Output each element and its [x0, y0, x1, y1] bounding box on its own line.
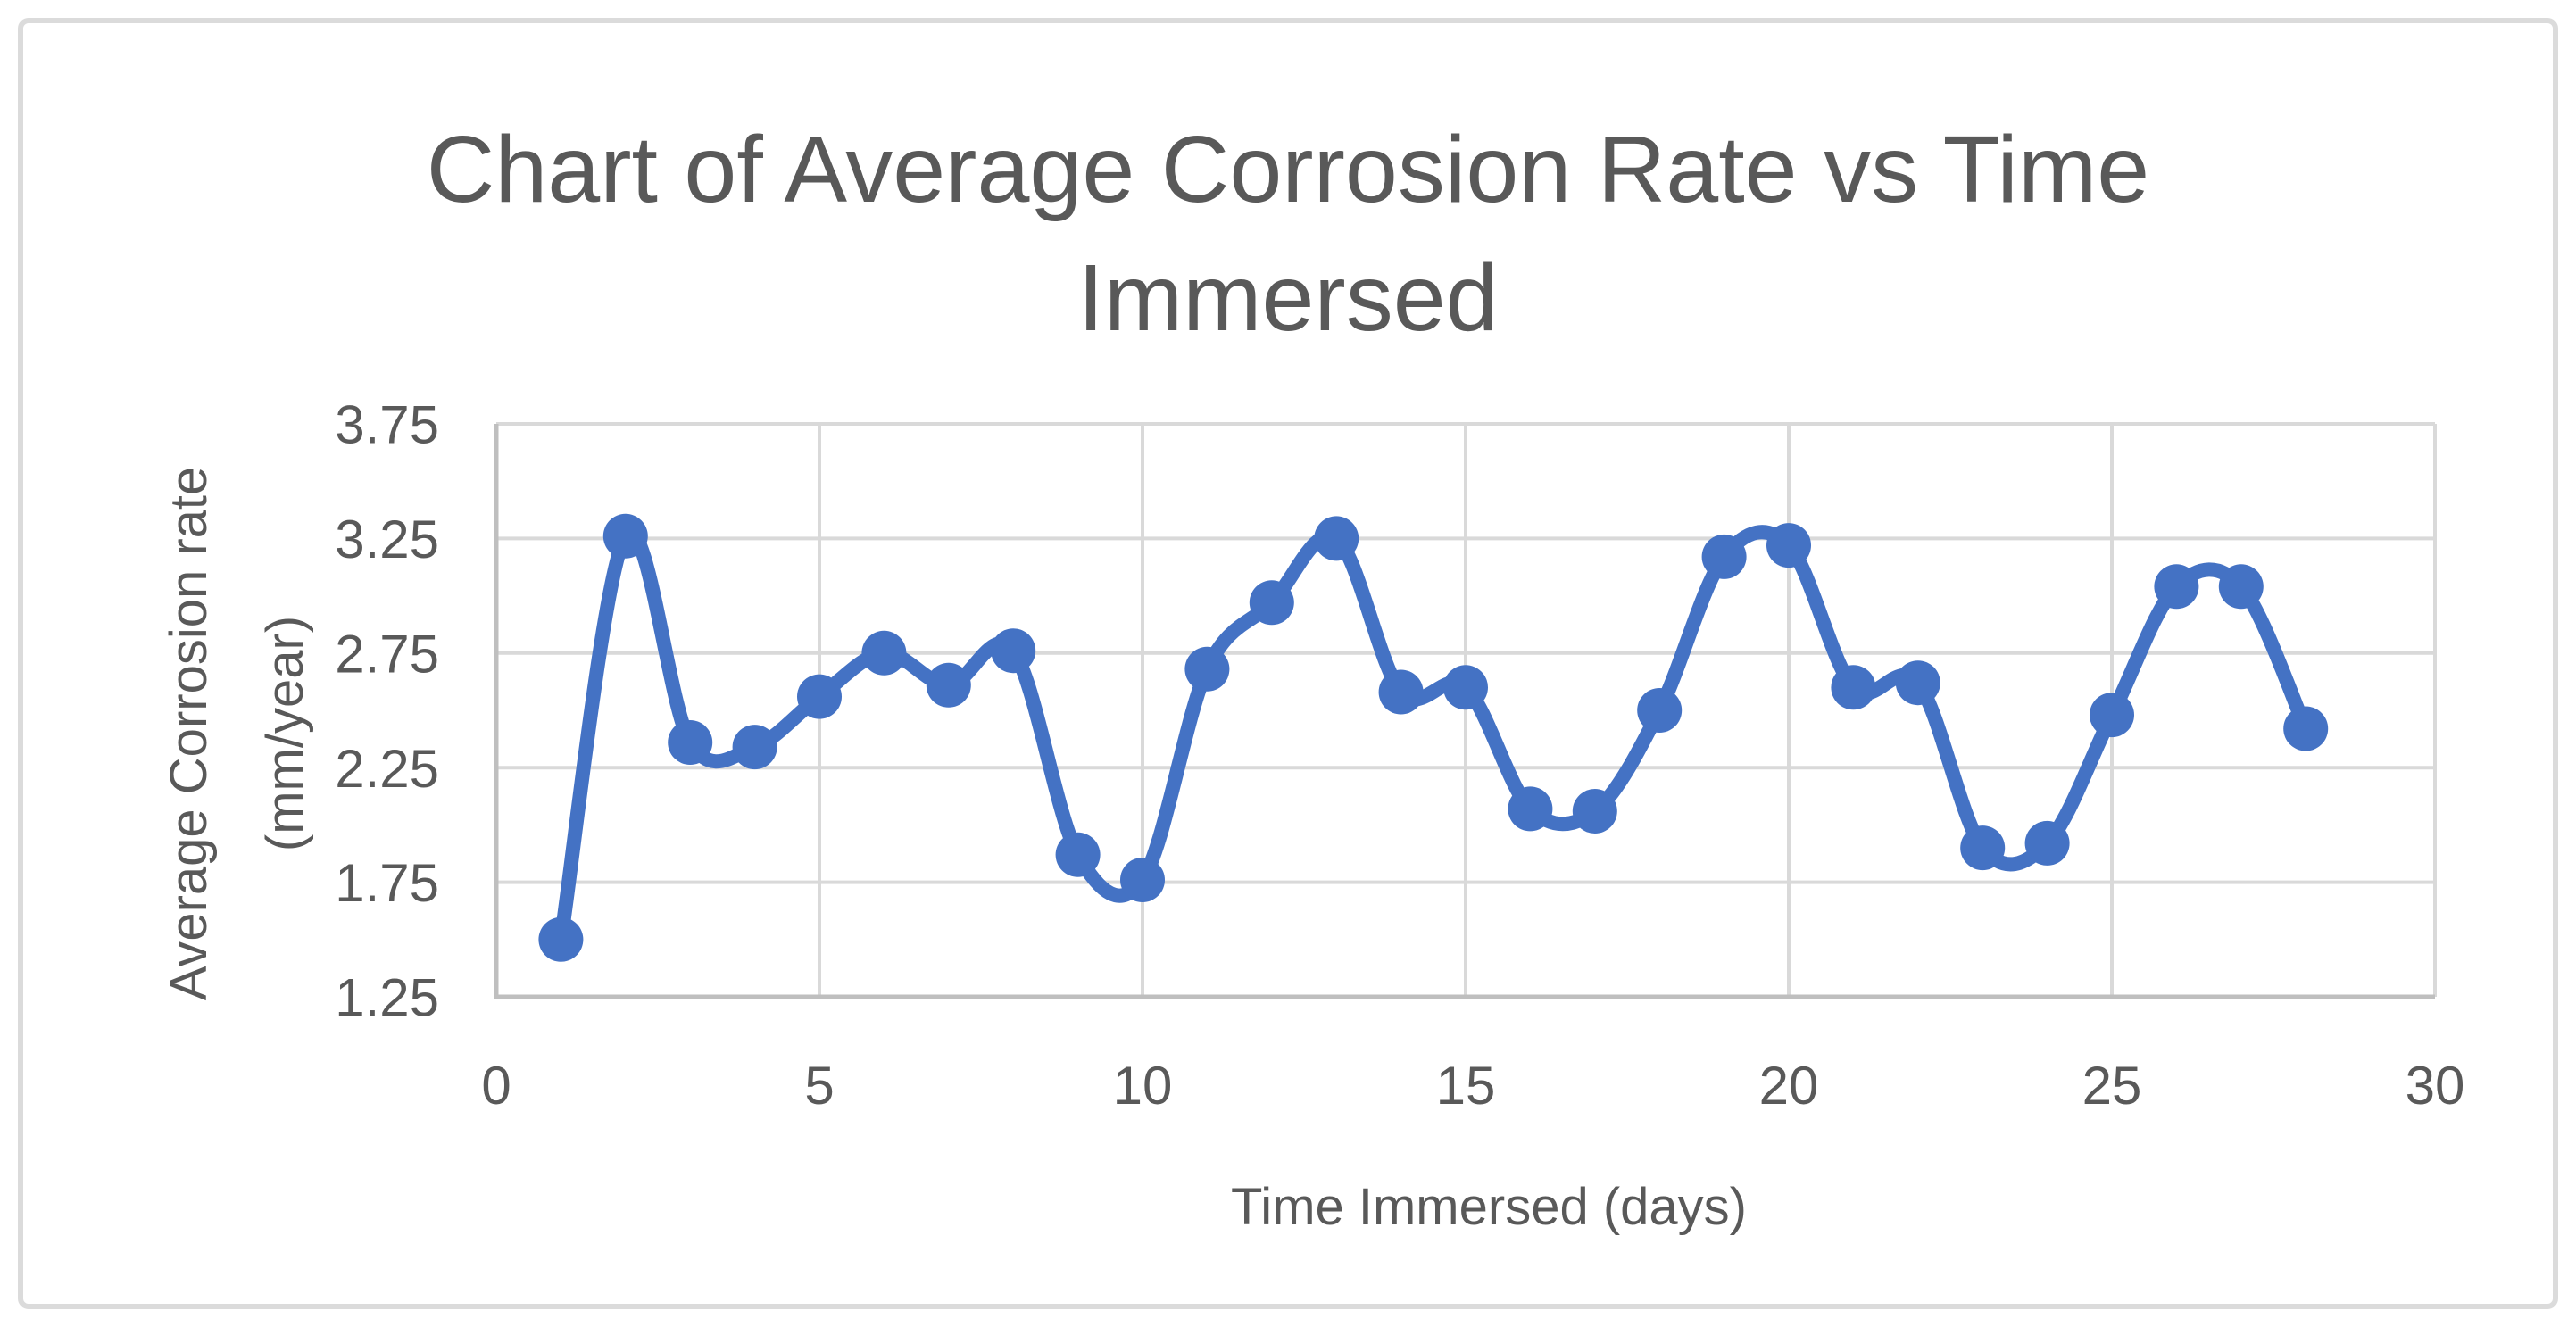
data-point-marker: [2283, 706, 2329, 751]
x-tick-label: 25: [2082, 1056, 2142, 1116]
data-point-marker: [732, 725, 777, 770]
data-point-marker: [991, 628, 1036, 674]
data-point-marker: [1701, 534, 1747, 579]
y-tick-label: 2.75: [335, 624, 439, 684]
data-point-marker: [602, 513, 648, 559]
data-point-marker: [668, 720, 713, 765]
x-axis-title: Time Immersed (days): [1231, 1178, 1747, 1236]
x-tick-label: 20: [1759, 1056, 1819, 1116]
data-point-marker: [1378, 669, 1424, 715]
data-point-marker: [2090, 693, 2134, 738]
data-point-marker: [1120, 858, 1165, 902]
x-tick-label: 10: [1113, 1056, 1173, 1116]
data-point-marker: [2154, 564, 2199, 610]
y-tick-label: 2.25: [335, 739, 439, 799]
data-point-marker: [1895, 660, 1940, 706]
data-point-marker: [1314, 516, 1359, 561]
data-point-marker: [1249, 580, 1294, 626]
data-point-marker: [1184, 646, 1230, 692]
data-point-marker: [1960, 825, 2006, 871]
x-tick-label: 5: [804, 1056, 834, 1116]
data-point-marker: [1831, 665, 1876, 710]
y-tick-label: 1.75: [335, 853, 439, 913]
chart-title: Chart of Average Corrosion Rate vs Time …: [426, 117, 2150, 351]
series-line: [553, 525, 2314, 947]
data-point-marker: [1637, 688, 1683, 733]
data-point-marker: [2218, 564, 2264, 610]
data-point-marker: [1766, 523, 1811, 568]
data-point-marker: [926, 662, 971, 708]
data-point-marker: [797, 674, 842, 719]
x-tick-label: 30: [2406, 1056, 2465, 1116]
x-tick-label: 0: [481, 1056, 511, 1116]
data-point-marker: [2024, 820, 2070, 866]
data-point-marker: [1508, 786, 1553, 832]
data-point-marker: [1055, 832, 1101, 877]
y-tick-label: 1.25: [335, 968, 439, 1028]
y-tick-label: 3.25: [335, 510, 439, 569]
data-point-marker: [861, 630, 907, 676]
data-point-marker: [538, 916, 584, 962]
data-point-marker: [1443, 665, 1488, 710]
data-point-marker: [1572, 789, 1617, 834]
x-tick-label: 15: [1436, 1056, 1496, 1116]
y-tick-label: 3.75: [335, 395, 439, 455]
